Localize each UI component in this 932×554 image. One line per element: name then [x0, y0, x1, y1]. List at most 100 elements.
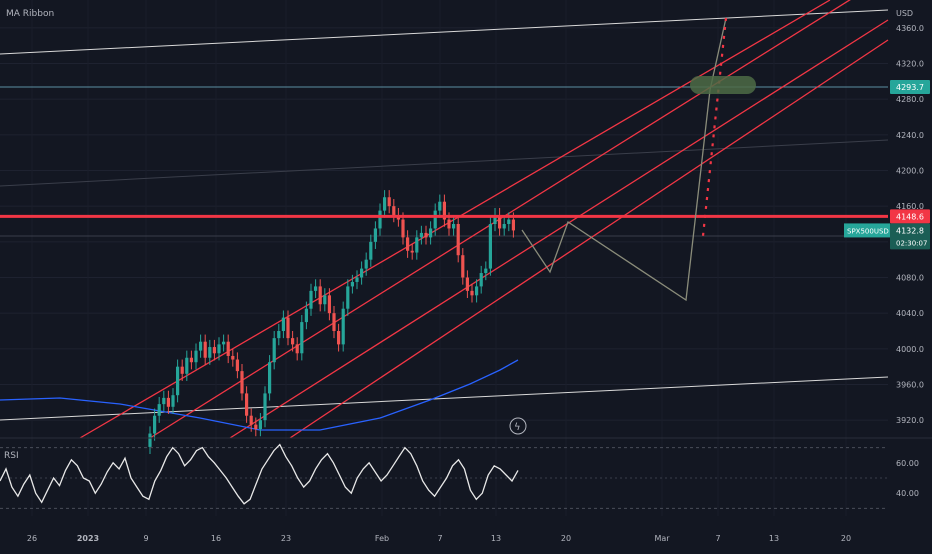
candle-body	[350, 281, 354, 287]
candle-body	[180, 366, 184, 374]
channel-line	[289, 39, 889, 439]
candle-body	[465, 277, 469, 291]
candle-body	[369, 241, 373, 260]
candle-body	[511, 219, 515, 231]
x-tick-label: 20	[841, 534, 851, 543]
x-tick-label: 2023	[77, 534, 99, 543]
y-tick-label: 3920.0	[896, 416, 924, 425]
candle-body	[507, 219, 511, 224]
candle-body	[392, 206, 396, 216]
candle-body	[461, 255, 465, 278]
x-tick-label: 20	[561, 534, 571, 543]
candle-body	[433, 210, 437, 229]
candle-body	[502, 224, 506, 229]
candle-body	[415, 237, 419, 253]
candle-body	[470, 290, 474, 296]
candle-body	[300, 322, 304, 354]
candle-body	[442, 201, 446, 220]
candle-body	[337, 331, 341, 345]
y-tick-label: 4200.0	[896, 167, 924, 176]
candle-body	[475, 286, 479, 296]
upper-trend-line	[0, 9, 889, 55]
candle-body	[419, 232, 423, 238]
candle-body	[341, 308, 345, 345]
x-tick-label: 26	[27, 534, 37, 543]
candle-body	[364, 259, 368, 269]
countdown-text: 02:30:07	[896, 239, 927, 247]
lightning-glyph: ϟ	[514, 422, 521, 433]
dotted-projection-line	[701, 17, 728, 237]
x-tick-label: 7	[715, 534, 720, 543]
candle-body	[203, 341, 207, 358]
candle-body	[452, 224, 456, 229]
x-tick-label: 9	[143, 534, 148, 543]
currency-label: USD	[896, 9, 913, 18]
resistance-price-text: 4148.6	[896, 212, 924, 221]
y-tick-label: 4240.0	[896, 131, 924, 140]
candle-body	[148, 433, 152, 447]
lower-trend-line	[0, 376, 889, 421]
candle-body	[235, 359, 239, 372]
candle-body	[373, 228, 377, 242]
candle-body	[401, 219, 405, 238]
candle-body	[493, 215, 497, 224]
rsi-line	[0, 443, 519, 505]
candle-body	[245, 393, 249, 416]
channel-line	[79, 0, 831, 439]
candle-body	[217, 344, 221, 354]
x-tick-label: 23	[281, 534, 291, 543]
candle-body	[254, 424, 258, 430]
candle-body	[355, 277, 359, 282]
candle-body	[387, 197, 391, 207]
y-tick-label: 4080.0	[896, 274, 924, 283]
channel-line	[229, 19, 889, 439]
candle-body	[208, 347, 212, 358]
candle-body	[258, 420, 262, 430]
candle-body	[291, 338, 295, 345]
price-tag	[890, 223, 930, 250]
target-highlight	[690, 76, 756, 94]
candle-body	[153, 415, 157, 434]
rsi-y-tick-label: 40.00	[896, 489, 919, 498]
x-tick-label: Mar	[654, 534, 670, 543]
y-tick-label: 4360.0	[896, 24, 924, 33]
candle-body	[268, 362, 272, 394]
candle-body	[318, 286, 322, 305]
candle-body	[249, 415, 253, 425]
ma-ribbon-line	[0, 359, 519, 431]
candle-body	[323, 295, 327, 305]
candle-body	[231, 355, 235, 360]
candle-body	[263, 393, 267, 421]
candle-body	[479, 273, 483, 287]
target-price-text: 4293.7	[896, 83, 924, 92]
candle-body	[488, 224, 492, 269]
candle-body	[185, 357, 189, 374]
rsi-label: RSI	[4, 451, 19, 461]
candle-body	[171, 395, 175, 407]
candle-body	[157, 404, 161, 416]
candle-body	[456, 224, 460, 256]
x-tick-label: 16	[211, 534, 221, 543]
candle-body	[429, 228, 433, 238]
y-tick-label: 4160.0	[896, 202, 924, 211]
candle-body	[327, 295, 331, 314]
symbol-text: SPX500USD	[847, 227, 889, 235]
y-tick-label: 4280.0	[896, 95, 924, 104]
y-tick-label: 4000.0	[896, 345, 924, 354]
price-text: 4132.8	[896, 226, 924, 235]
target-price-tag	[890, 79, 930, 94]
candle-body	[281, 317, 285, 331]
y-tick-label: 4040.0	[896, 309, 924, 318]
candle-body	[346, 286, 350, 309]
x-tick-label: 13	[491, 534, 501, 543]
candle-body	[166, 397, 170, 407]
resistance-price-tag	[890, 209, 930, 224]
y-tick-label: 4320.0	[896, 60, 924, 69]
candle-body	[176, 366, 180, 396]
indicator-label: MA Ribbon	[6, 9, 54, 19]
candle-body	[286, 317, 290, 339]
y-tick-label: 3960.0	[896, 381, 924, 390]
